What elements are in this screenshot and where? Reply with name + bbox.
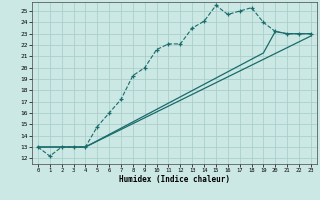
X-axis label: Humidex (Indice chaleur): Humidex (Indice chaleur) [119, 175, 230, 184]
